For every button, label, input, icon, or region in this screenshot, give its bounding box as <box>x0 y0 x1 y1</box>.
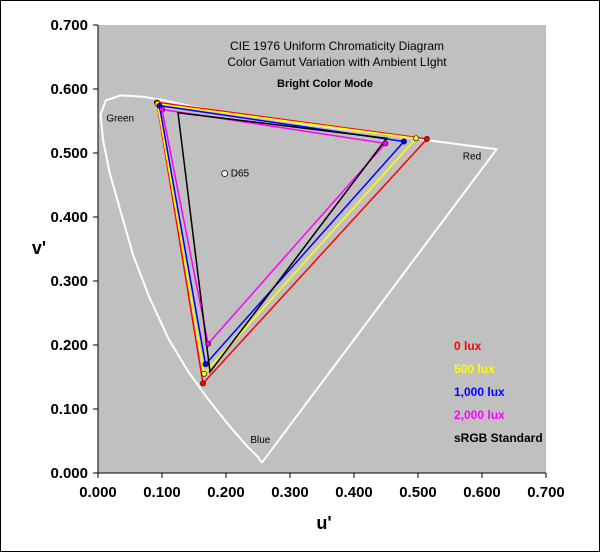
x-tick-label: 0.600 <box>463 484 501 501</box>
gamut-triangle-500-lux <box>156 102 418 376</box>
primary-point-1-000-lux <box>202 361 209 368</box>
x-tick-label: 0.200 <box>207 484 245 501</box>
region-label-red: Red <box>463 151 481 162</box>
gamut-triangle-1-000-lux <box>158 104 406 366</box>
x-tick-label: 0.400 <box>335 484 373 501</box>
primary-point-2-000-lux <box>159 106 165 113</box>
axes: 0.000 0.100 0.200 0.300 0.400 0.500 0.600 0.700… <box>50 17 564 501</box>
x-axis-title: u' <box>316 513 331 533</box>
legend-entry-0-lux: 0 lux <box>454 339 482 353</box>
white-point-label: D65 <box>231 168 250 179</box>
gamut-triangle-2-000-lux <box>161 108 387 346</box>
legend: 0 lux 500 lux 1,000 lux 2,000 lux sRGB Stand… <box>454 339 543 445</box>
legend-entry-srgb-standard: sRGB Standard <box>454 431 543 445</box>
x-tick-label: 0.000 <box>79 484 117 501</box>
x-tick-label: 0.300 <box>271 484 309 501</box>
primary-point-2-000-lux <box>205 340 211 347</box>
y-tick-label: 0.200 <box>50 337 88 354</box>
y-tick-label: 0.000 <box>50 465 88 482</box>
white-point-marker <box>221 170 229 177</box>
y-tick-label: 0.500 <box>50 145 88 162</box>
x-tick-label: 0.100 <box>143 484 181 501</box>
x-tick-label: 0.500 <box>399 484 437 501</box>
y-tick-label: 0.400 <box>50 209 88 226</box>
gamut-triangle-srgb-standard <box>177 111 388 374</box>
legend-entry-500-lux: 500 lux <box>454 362 495 376</box>
primary-point-500-lux <box>201 370 208 377</box>
primary-point-1-000-lux <box>401 138 407 145</box>
y-tick-label: 0.300 <box>50 273 88 290</box>
chart-mode-label: Bright Color Mode <box>277 78 373 90</box>
y-tick-label: 0.100 <box>50 401 88 418</box>
chart-subtitle: Color Gamut Variation with Ambient LIght <box>227 55 447 69</box>
region-label-blue: Blue <box>250 435 270 446</box>
legend-entry-2-000-lux: 2,000 lux <box>454 408 505 422</box>
y-tick-label: 0.700 <box>50 17 88 34</box>
gamut-triangle-0-lux <box>155 101 429 386</box>
plot-area <box>98 25 546 473</box>
legend-entry-1-000-lux: 1,000 lux <box>454 385 505 399</box>
y-tick-label: 0.600 <box>50 81 88 98</box>
x-tick-label: 0.700 <box>527 484 565 501</box>
region-label-green: Green <box>106 114 134 125</box>
primary-point-0-lux <box>200 380 206 387</box>
y-axis-title: v' <box>32 238 46 258</box>
primary-point-0-lux <box>424 136 430 142</box>
primary-point-2-000-lux <box>382 140 389 147</box>
series-layer <box>153 99 430 387</box>
primary-point-500-lux <box>413 135 419 142</box>
chart-title: CIE 1976 Uniform Chromaticity Diagram <box>230 39 444 53</box>
annotation-layer: Green Red Blue D65 <box>106 114 481 446</box>
